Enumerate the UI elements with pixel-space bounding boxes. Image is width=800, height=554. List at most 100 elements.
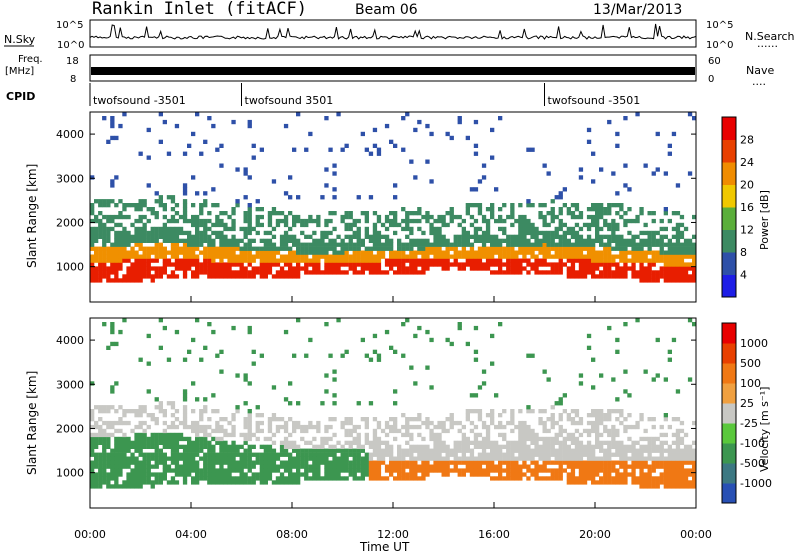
heatmap-cell	[647, 480, 652, 485]
heatmap-cell	[300, 464, 305, 469]
heatmap-cell	[405, 460, 410, 465]
heatmap-cell	[162, 472, 167, 477]
heatmap-cell	[389, 262, 394, 267]
heatmap-cell	[243, 167, 248, 172]
heatmap-cell	[675, 476, 681, 481]
heatmap-cell	[651, 468, 656, 473]
heatmap-cell	[324, 322, 329, 327]
heatmap-cell	[98, 230, 103, 236]
heatmap-cell	[324, 246, 329, 251]
heatmap-cell	[376, 464, 382, 469]
heatmap-cell	[502, 203, 507, 208]
heatmap-cell	[118, 214, 123, 220]
heatmap-cell	[607, 428, 612, 434]
heatmap-cell	[413, 424, 418, 430]
heatmap-cell	[360, 460, 365, 465]
heatmap-cell	[534, 464, 539, 469]
heatmap-cell	[247, 270, 252, 275]
heatmap-cell	[461, 242, 466, 247]
heatmap-cell	[90, 246, 95, 251]
heatmap-cell	[199, 436, 204, 442]
heatmap-cell	[340, 476, 345, 481]
heatmap-cell	[506, 452, 511, 457]
heatmap-cell	[162, 214, 167, 220]
heatmap-cell	[526, 222, 531, 228]
heatmap-cell	[441, 266, 446, 271]
heatmap-cell	[300, 428, 305, 434]
heatmap-cell	[687, 278, 693, 283]
heatmap-cell	[481, 262, 487, 267]
heatmap-cell	[227, 464, 232, 469]
heatmap-cell	[393, 183, 398, 188]
heatmap-cell	[223, 456, 228, 461]
heatmap-cell	[324, 254, 329, 259]
heatmap-cell	[558, 444, 563, 449]
heatmap-cell	[94, 405, 99, 410]
heatmap-cell	[530, 456, 535, 461]
heatmap-cell	[687, 242, 693, 247]
heatmap-cell	[259, 258, 264, 263]
heatmap-cell	[546, 238, 551, 243]
heatmap-cell	[203, 460, 208, 465]
heatmap-cell	[631, 460, 636, 465]
heatmap-cell	[195, 222, 200, 228]
heatmap-cell	[235, 480, 240, 485]
heatmap-cell	[219, 270, 224, 275]
heatmap-cell	[518, 464, 523, 469]
heatmap-cell	[578, 420, 584, 426]
heatmap-cell	[251, 476, 256, 481]
heatmap-cell	[344, 456, 349, 461]
heatmap-cell	[138, 266, 143, 271]
heatmap-cell	[607, 207, 612, 212]
heatmap-cell	[574, 242, 580, 247]
heatmap-cell	[259, 468, 264, 473]
heatmap-cell	[255, 405, 260, 410]
heatmap-cell	[166, 195, 172, 200]
heatmap-cell	[586, 226, 592, 232]
nsky-line	[89, 23, 697, 40]
heatmap-cell	[405, 242, 410, 247]
heatmap-cell	[231, 119, 236, 125]
heatmap-cell	[647, 270, 652, 275]
heatmap-cell	[631, 258, 636, 263]
heatmap-cell	[279, 211, 285, 216]
heatmap-cell	[142, 270, 147, 275]
heatmap-cell	[138, 278, 143, 283]
heatmap-cell	[538, 448, 543, 453]
heatmap-cell	[215, 480, 220, 485]
heatmap-cell	[98, 258, 103, 263]
heatmap-cell	[667, 238, 672, 243]
heatmap-cell	[437, 230, 442, 236]
x-tick-label: 16:00	[478, 528, 510, 541]
heatmap-cell	[639, 207, 644, 212]
heatmap-cell	[122, 484, 127, 489]
heatmap-cell	[114, 222, 119, 228]
heatmap-cell	[211, 456, 216, 461]
heatmap-cell	[255, 472, 260, 477]
heatmap-cell	[384, 468, 390, 473]
heatmap-cell	[667, 250, 672, 255]
heatmap-cell	[421, 254, 426, 259]
heatmap-cell	[178, 214, 184, 220]
heatmap-cell	[413, 262, 418, 267]
heatmap-cell	[405, 452, 410, 457]
heatmap-cell	[530, 472, 535, 477]
heatmap-cell	[465, 436, 470, 442]
heatmap-cell	[328, 444, 333, 449]
heatmap-cell	[150, 226, 155, 232]
heatmap-cell	[174, 274, 180, 279]
heatmap-cell	[465, 211, 470, 216]
heatmap-cell	[679, 456, 685, 461]
heatmap-cell	[191, 420, 196, 426]
heatmap-cell	[182, 480, 188, 485]
heatmap-cell	[332, 254, 337, 259]
heatmap-cell	[316, 448, 321, 453]
heatmap-cell	[518, 472, 523, 477]
heatmap-cell	[494, 464, 499, 469]
heatmap-cell	[292, 258, 297, 263]
heatmap-cell	[243, 230, 248, 236]
heatmap-cell	[550, 440, 555, 445]
heatmap-cell	[376, 420, 382, 426]
heatmap-cell	[425, 444, 430, 449]
heatmap-cell	[558, 250, 563, 255]
